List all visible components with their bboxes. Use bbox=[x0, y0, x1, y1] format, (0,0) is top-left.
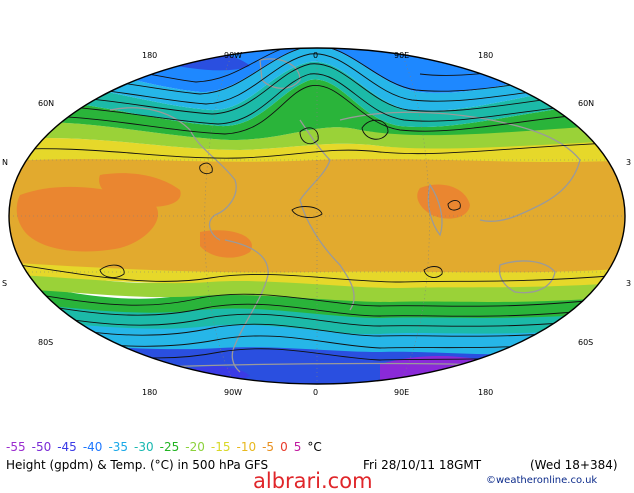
scale-item-0: -55 bbox=[6, 440, 26, 454]
contour-high-4 bbox=[291, 206, 323, 218]
band-cyan-north bbox=[9, 48, 625, 111]
graticule bbox=[9, 48, 625, 384]
scale-unit: °C bbox=[307, 440, 322, 454]
scale-item-1: -50 bbox=[31, 440, 52, 454]
coast-europe-africa bbox=[299, 119, 355, 311]
lat-label-right-3: 60S bbox=[578, 338, 594, 347]
scale-item-3: -40 bbox=[82, 440, 103, 454]
watermark: albrari.com bbox=[253, 469, 373, 493]
lat-label-right-2: 3 bbox=[626, 279, 632, 288]
lon-label-bottom-0: 180 bbox=[142, 388, 158, 397]
height-contours bbox=[9, 48, 625, 361]
scale-item-2: -45 bbox=[57, 440, 77, 454]
lat-label-right-1: 3 bbox=[626, 158, 632, 167]
lon-label-top-3: 90E bbox=[394, 51, 410, 60]
contour-s1 bbox=[9, 287, 625, 307]
lon-label-top-0: 180 bbox=[142, 51, 158, 60]
band-teal-north bbox=[9, 61, 625, 128]
contour-n1 bbox=[9, 85, 625, 135]
weather-map: 180 90W 0 90E 180 180 90W 0 90E 180 60N … bbox=[2, 47, 632, 397]
orange-blob-3 bbox=[417, 184, 470, 219]
valid-time: (Wed 18+384) bbox=[530, 458, 618, 472]
contour-high-3 bbox=[447, 200, 461, 211]
orange-blob-2 bbox=[99, 173, 181, 207]
scale-item-9: -10 bbox=[236, 440, 257, 454]
lat-label-left-2: S bbox=[2, 279, 8, 288]
band-green-south bbox=[9, 280, 625, 318]
contour-n2 bbox=[9, 73, 625, 125]
scale-item-11: 0 bbox=[280, 440, 288, 454]
contour-s2 bbox=[9, 297, 625, 317]
credit-link[interactable]: ©weatheronline.co.uk bbox=[486, 475, 598, 486]
contour-high-1 bbox=[99, 264, 125, 278]
run-date: Fri 28/10/11 18GMT bbox=[363, 458, 482, 472]
lon-label-top-1: 90W bbox=[224, 51, 243, 60]
contour-high-2 bbox=[423, 266, 443, 278]
contour-low-1 bbox=[199, 162, 213, 175]
band-lime-north bbox=[9, 118, 625, 150]
lat-label-right-0: 60N bbox=[578, 99, 595, 108]
lon-label-top-4: 180 bbox=[478, 51, 494, 60]
map-field bbox=[9, 48, 625, 384]
coast-india bbox=[427, 183, 443, 237]
contour-low-3 bbox=[299, 127, 319, 145]
scale-item-12: 5 bbox=[293, 440, 302, 454]
orange-blob-4 bbox=[200, 230, 252, 258]
contour-s3 bbox=[9, 307, 625, 327]
scale-item-10: -5 bbox=[262, 440, 275, 454]
scale-item-8: -15 bbox=[210, 440, 231, 454]
contour-n4 bbox=[9, 53, 625, 105]
lon-label-bottom-1: 90W bbox=[224, 388, 243, 397]
coast-asia bbox=[339, 111, 581, 222]
globe-outline bbox=[8, 47, 626, 385]
scale-item-4: -35 bbox=[108, 440, 129, 454]
band-green-north bbox=[9, 79, 625, 140]
contour-n3 bbox=[9, 63, 625, 115]
contour-n5 bbox=[9, 48, 625, 95]
contour-low-2 bbox=[361, 119, 389, 140]
lon-label-top-2: 0 bbox=[313, 51, 319, 60]
lat-label-left-1: N bbox=[2, 158, 8, 167]
temperature-height-map bbox=[8, 47, 626, 385]
orange-blob-1 bbox=[16, 186, 159, 252]
contour-sub-n bbox=[9, 141, 625, 159]
coast-south-america bbox=[224, 239, 269, 373]
temperature-scale: -55 -50 -45 -40 -35 -30 -25 -20 -15 -10 -5 0 5 °C bbox=[6, 440, 328, 454]
scale-item-6: -25 bbox=[159, 440, 180, 454]
polar-violet-patch bbox=[380, 356, 520, 384]
coast-greenland bbox=[259, 58, 301, 89]
lat-label-left-3: 80S bbox=[38, 338, 54, 347]
scale-item-5: -30 bbox=[134, 440, 154, 454]
contour-sub-s bbox=[9, 261, 625, 283]
lon-label-bottom-3: 90E bbox=[394, 388, 410, 397]
lat-label-left-0: 60N bbox=[38, 99, 55, 108]
lon-label-bottom-2: 0 bbox=[313, 388, 319, 397]
coast-north-america bbox=[109, 107, 237, 241]
scale-item-7: -20 bbox=[185, 440, 205, 454]
lon-label-bottom-4: 180 bbox=[478, 388, 494, 397]
contour-s4 bbox=[9, 317, 625, 337]
map-caption: Height (gpdm) & Temp. (°C) in 500 hPa GF… bbox=[6, 458, 269, 472]
coast-australia bbox=[498, 260, 556, 294]
